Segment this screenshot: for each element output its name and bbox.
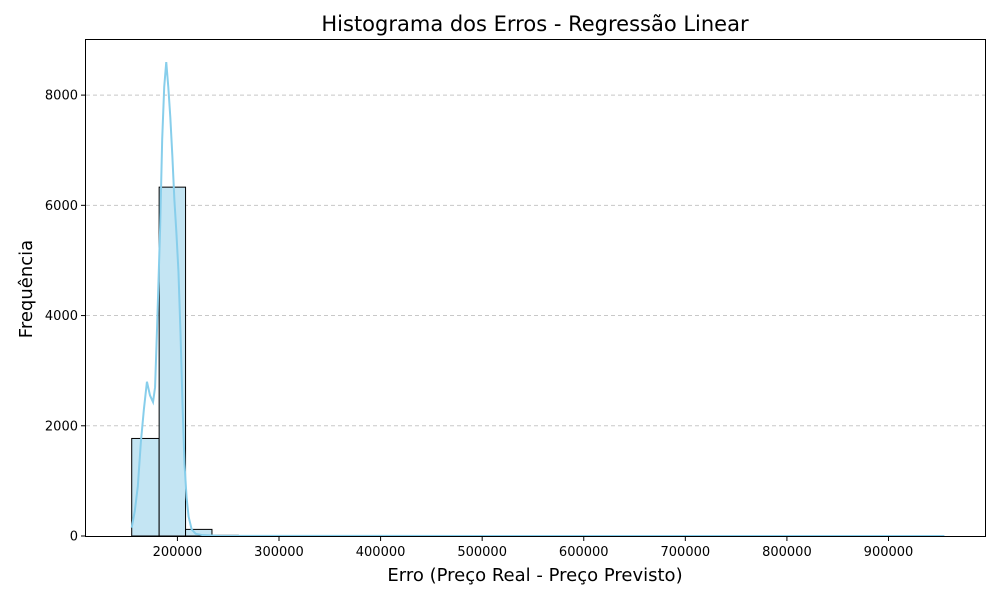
- x-axis-ticks: 200000 300000 400000 500000 600000 700000 8000…: [153, 536, 914, 560]
- y-tick-label: 0: [70, 530, 78, 545]
- grid-lines: [86, 94, 985, 427]
- x-tick-label: 700000: [661, 545, 711, 560]
- histogram-bars: [131, 186, 926, 537]
- x-tick-label: 600000: [559, 545, 609, 560]
- y-axis-ticks: 0 2000 4000 6000 8000: [45, 89, 86, 545]
- x-tick-label: 200000: [153, 545, 203, 560]
- x-tick-label: 300000: [254, 545, 304, 560]
- y-axis-label: Frequência: [16, 240, 37, 338]
- histogram-bar: [131, 437, 160, 537]
- y-tick-label: 2000: [45, 419, 78, 434]
- kde-curve: [130, 61, 945, 537]
- y-tick-label: 8000: [45, 89, 78, 104]
- plot-frame: [85, 39, 986, 537]
- y-tick-label: 6000: [45, 199, 78, 214]
- x-tick-label: 400000: [356, 545, 406, 560]
- x-tick-label: 900000: [864, 545, 914, 560]
- chart-title: Histograma dos Erros - Regressão Linear: [321, 12, 749, 36]
- x-tick-label: 800000: [762, 545, 812, 560]
- y-tick-label: 4000: [45, 309, 78, 324]
- x-axis-label: Erro (Preço Real - Preço Previsto): [387, 565, 682, 586]
- x-tick-label: 500000: [457, 545, 507, 560]
